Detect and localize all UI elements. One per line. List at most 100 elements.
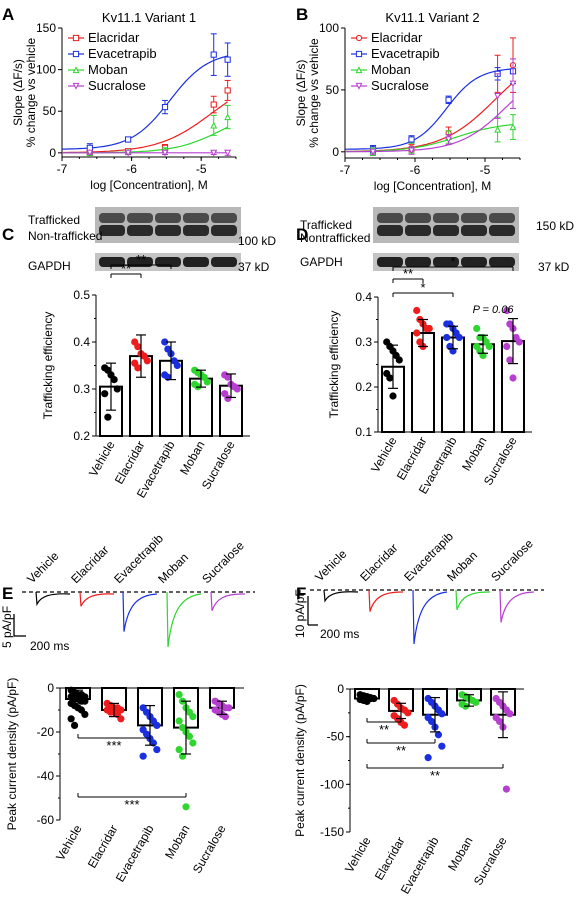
y-tick-label: -20	[37, 725, 55, 739]
data-point	[104, 413, 112, 421]
panel-a-chart: 0 50 100 150 -7 -6 -5 log [Concentration], M Kv1…	[11, 10, 237, 192]
y-tick-label: 0	[47, 681, 54, 695]
data-point	[143, 357, 151, 365]
data-point	[506, 356, 514, 364]
y-tick-label: 50	[43, 104, 57, 118]
data-point	[233, 385, 241, 393]
blot-label: Non-trafficked	[28, 229, 102, 243]
y-tick-label: 0	[332, 145, 339, 159]
y-tick-label: 150	[36, 21, 56, 35]
blot-band-upper	[377, 213, 403, 223]
scale-bar-label: 200 ms	[320, 627, 359, 641]
blot-band-upper	[127, 213, 153, 223]
blot-size-label: 150 kD	[536, 219, 574, 233]
data-point	[395, 356, 403, 364]
data-point	[124, 149, 132, 157]
y-tick-label: 0.5	[73, 288, 90, 302]
data-point	[413, 306, 421, 315]
blot-band-lower	[405, 225, 431, 236]
trace-label: Sucralose	[199, 538, 247, 586]
data-point	[224, 394, 232, 402]
legend-label: Sucralose	[88, 78, 146, 93]
data-point	[81, 710, 89, 719]
current-trace-elacridar	[79, 591, 115, 607]
y-axis-title: Trafficking efficiency	[41, 312, 55, 420]
data-point	[153, 746, 161, 754]
y-tick-label: 0.3	[355, 335, 372, 349]
data-point	[203, 378, 211, 386]
x-tick-label: Vehicle	[342, 834, 374, 875]
trace-label: Moban	[155, 550, 191, 586]
data-point	[434, 731, 443, 739]
y-axis-title: Peak current density (pA/pF)	[293, 684, 307, 837]
current-trace-moban	[455, 589, 491, 610]
y-tick-label: 0	[49, 146, 56, 160]
gapdh-band	[405, 257, 431, 267]
y-tick-label: 0.2	[73, 429, 90, 443]
y-axis-title: % change vs vehicle	[24, 37, 38, 147]
blot-label: Trafficked	[28, 213, 80, 227]
trace-label: Vehicle	[24, 549, 61, 586]
x-axis-title: log [Concentration], M	[90, 178, 207, 192]
data-point	[210, 101, 217, 108]
y-axis-title: Peak current density (pA/pF)	[5, 678, 19, 831]
data-point	[175, 746, 183, 754]
fit-curve-evacetrapib	[62, 55, 228, 150]
blot-label: Nontrafficked	[300, 231, 370, 245]
data-point	[427, 717, 436, 726]
chart-title: Kv11.1 Variant 2	[385, 10, 479, 25]
y-tick-label: -60	[37, 813, 55, 827]
y-tick-label: 0	[337, 682, 344, 696]
legend-label: Evacetrapib	[371, 46, 440, 61]
blot-label: GAPDH	[300, 255, 343, 269]
gapdh-band	[489, 257, 515, 267]
data-point	[134, 364, 142, 372]
data-point	[515, 338, 523, 346]
panel-letter-E: E	[2, 584, 13, 603]
y-tick-label: -50	[327, 730, 345, 744]
legend-label: Sucralose	[371, 78, 429, 93]
panel-letter-A: A	[2, 5, 14, 24]
legend-marker	[355, 34, 363, 42]
x-tick-label: Elacridar	[372, 835, 408, 883]
data-point	[386, 374, 394, 382]
data-point	[225, 704, 233, 712]
current-trace-evacetrapib	[122, 591, 158, 632]
data-point	[210, 149, 218, 157]
blot-band-upper	[155, 213, 181, 223]
y-tick-label: -100	[320, 777, 344, 791]
chart-title: Kv11.1 Variant 1	[102, 10, 196, 25]
significance-label: **	[136, 252, 146, 267]
panel-e-bars: 0 -20 -40 -60 Peak current density (pA/pF) Ve…	[5, 678, 244, 884]
data-point	[110, 376, 118, 384]
current-trace-moban	[166, 591, 202, 648]
data-point	[161, 103, 169, 111]
x-tick-label: Moban	[177, 439, 207, 478]
y-tick-label: 0.4	[73, 335, 90, 349]
data-point	[370, 694, 378, 703]
blot-band-lower	[377, 225, 403, 236]
x-tick-label: Vehicle	[86, 438, 118, 479]
panel-f-bars: 0 -50 -100 -150 Peak current density (pA/pF)…	[293, 682, 524, 896]
data-point	[134, 343, 142, 351]
data-point	[125, 136, 132, 143]
blot-band-lower	[155, 225, 181, 236]
legend-label: Moban	[88, 62, 128, 77]
data-point	[175, 717, 183, 725]
blot-band-upper	[183, 213, 209, 223]
gapdh-band	[461, 257, 487, 267]
x-tick-label: Elacridar	[85, 823, 121, 871]
y-tick-label: 0.2	[355, 380, 372, 394]
data-point	[81, 697, 89, 705]
blot-size-label: 100 kD	[238, 234, 276, 248]
significance-label: *	[450, 254, 455, 269]
scale-bar-label: 5 pA/pF	[0, 606, 14, 648]
blot-band-upper	[461, 213, 487, 223]
panel-d-bars: 0.1 0.2 0.3 0.4 Trafficking efficiency Vehicl…	[327, 254, 532, 496]
data-point	[389, 392, 397, 400]
x-tick-label: -5	[480, 163, 491, 177]
data-point	[224, 373, 232, 381]
x-tick-label: Sucralose	[471, 834, 510, 887]
data-point	[117, 715, 125, 723]
